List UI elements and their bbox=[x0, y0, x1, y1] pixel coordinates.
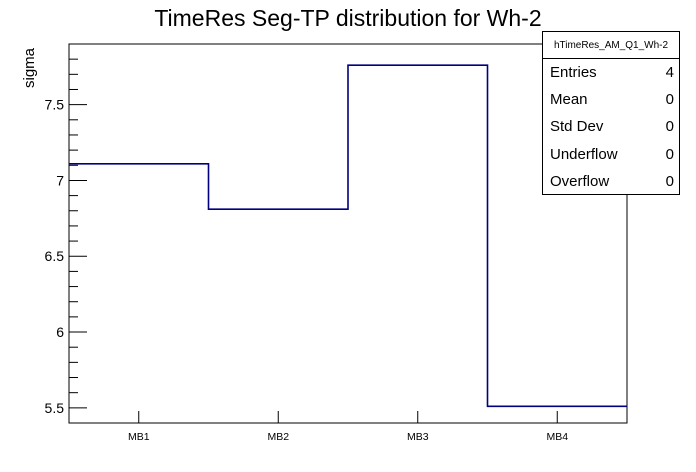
stats-value: 0 bbox=[665, 91, 674, 109]
stats-value: 0 bbox=[665, 145, 674, 163]
stats-row-mean: Mean 0 bbox=[543, 86, 679, 113]
y-axis-tick-label: 6 bbox=[56, 324, 64, 340]
stats-row-entries: Entries 4 bbox=[543, 59, 679, 86]
stats-row-stddev: Std Dev 0 bbox=[543, 113, 679, 140]
y-axis-tick-label: 5.5 bbox=[45, 400, 65, 416]
plot-frame bbox=[68, 43, 628, 424]
stats-label: Overflow bbox=[550, 172, 610, 190]
x-axis-tick-label: MB4 bbox=[546, 431, 568, 443]
chart-title: TimeRes Seg-TP distribution for Wh-2 bbox=[154, 5, 542, 31]
stats-value: 0 bbox=[665, 118, 674, 136]
y-axis-title: sigma bbox=[21, 47, 38, 88]
x-axis-tick-label: MB1 bbox=[128, 431, 150, 443]
stats-box: hTimeRes_AM_Q1_Wh-2 Entries 4 Mean 0 Std… bbox=[542, 31, 680, 195]
stats-label: Underflow bbox=[550, 145, 618, 163]
x-axis-tick-label: MB3 bbox=[407, 431, 429, 443]
y-axis-tick-label: 6.5 bbox=[45, 248, 65, 264]
stats-label: Entries bbox=[550, 64, 597, 82]
stats-value: 0 bbox=[665, 172, 674, 190]
stats-label: Mean bbox=[550, 91, 588, 109]
stats-row-underflow: Underflow 0 bbox=[543, 141, 679, 168]
stats-row-overflow: Overflow 0 bbox=[543, 168, 679, 195]
histogram-line bbox=[69, 64, 627, 408]
y-axis-tick-label: 7.5 bbox=[45, 97, 65, 113]
stats-label: Std Dev bbox=[550, 118, 604, 136]
x-axis-tick-label: MB2 bbox=[267, 431, 289, 443]
stats-value: 4 bbox=[665, 64, 674, 82]
y-axis-tick-label: 7 bbox=[56, 172, 64, 188]
stats-box-title: hTimeRes_AM_Q1_Wh-2 bbox=[543, 32, 679, 59]
